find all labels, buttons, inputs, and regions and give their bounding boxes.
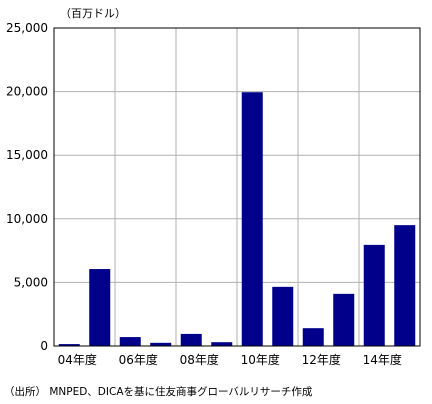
plot-frame [53, 27, 421, 347]
y-tick-label: 25,000 [6, 21, 48, 35]
y-tick-label: 0 [40, 339, 48, 353]
x-tick-label: 08年度 [180, 352, 219, 367]
bar [150, 342, 172, 346]
unit-label: （百万ドル） [60, 7, 126, 20]
source-note: （出所） MNPED、DICAを基に住友商事グローバルリサーチ作成 [4, 386, 313, 398]
grid [54, 28, 420, 346]
y-tick-label: 20,000 [6, 85, 48, 99]
bar [241, 92, 263, 347]
x-tick-label: 04年度 [58, 352, 97, 367]
x-tick-label: 10年度 [241, 352, 280, 367]
bar [363, 244, 385, 346]
bar [119, 337, 141, 346]
bars [58, 92, 416, 347]
y-tick-label: 15,000 [6, 148, 48, 162]
y-axis-ticks: 0 5,000 10,000 15,000 20,000 25,000 [6, 21, 48, 353]
bar [333, 293, 355, 346]
bar [272, 286, 294, 346]
bar [302, 328, 324, 346]
y-tick-label: 10,000 [6, 212, 48, 226]
bar [211, 342, 233, 346]
bar [394, 225, 416, 346]
x-axis-ticks: 04年度 06年度 08年度 10年度 12年度 14年度 [58, 352, 402, 367]
x-tick-label: 14年度 [363, 352, 402, 367]
bar [89, 269, 111, 346]
y-tick-label: 5,000 [14, 275, 48, 289]
bar [180, 333, 202, 346]
bar [58, 344, 80, 346]
x-tick-label: 06年度 [119, 352, 158, 367]
x-tick-label: 12年度 [302, 352, 341, 367]
